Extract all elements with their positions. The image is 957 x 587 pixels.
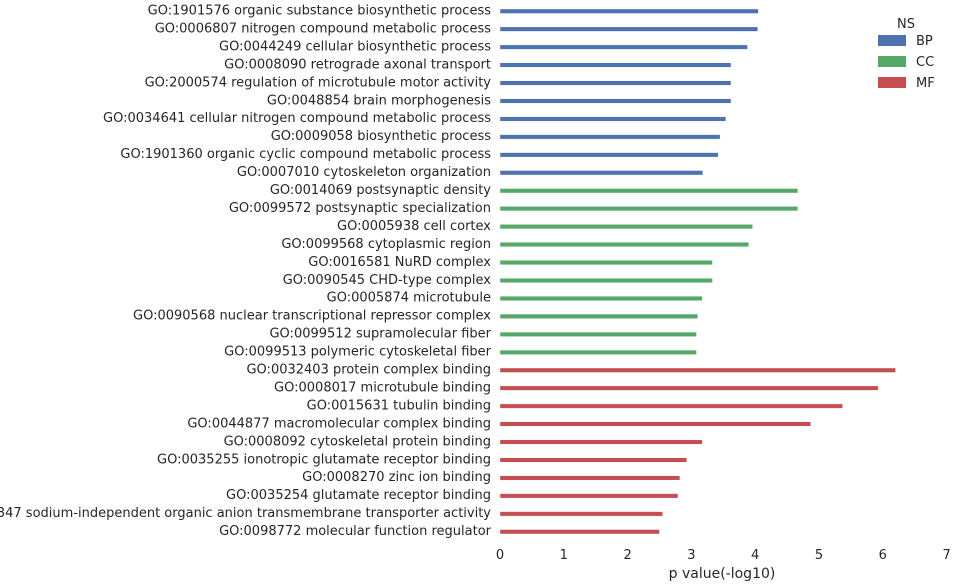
category-label: GO:0008092 cytoskeletal protein binding bbox=[224, 434, 491, 449]
legend-label-bp: BP bbox=[916, 34, 933, 49]
bar-bp bbox=[499, 98, 732, 104]
legend-swatch-mf bbox=[878, 77, 906, 88]
bar-mf bbox=[499, 475, 681, 481]
bar-cc bbox=[499, 296, 703, 301]
category-label: GO:0044877 macromolecular complex bindin… bbox=[187, 416, 491, 431]
category-label: GO:1901576 organic substance biosyntheti… bbox=[148, 4, 492, 19]
bar-bp bbox=[499, 152, 719, 158]
category-label: GO:0098772 molecular function regulator bbox=[219, 524, 492, 539]
bar-cc bbox=[499, 260, 713, 265]
legend-entries: BP CC MF bbox=[878, 34, 935, 91]
bar-cc bbox=[499, 278, 713, 283]
bar-mf bbox=[499, 457, 688, 463]
bar-bp bbox=[499, 170, 704, 176]
category-label: GO:0099512 supramolecular fiber bbox=[269, 327, 491, 342]
bar-mf bbox=[499, 511, 663, 517]
bar-mf bbox=[499, 367, 896, 373]
category-label: GO:0016581 NuRD complex bbox=[308, 255, 491, 270]
bar-bp bbox=[499, 8, 759, 14]
category-label: GO:0048854 brain morphogenesis bbox=[267, 93, 491, 108]
x-tick-label: 1 bbox=[560, 548, 568, 563]
legend-label-cc: CC bbox=[916, 55, 934, 70]
bar-bp bbox=[499, 62, 732, 68]
category-label: GO:0015631 tubulin binding bbox=[307, 398, 491, 413]
category-label: GO:0014069 postsynaptic density bbox=[270, 183, 491, 198]
category-label: GO:2000574 regulation of microtubule mot… bbox=[145, 75, 492, 90]
category-label: GO:0008017 microtubule binding bbox=[274, 380, 491, 395]
legend: NS BP CC MF bbox=[878, 17, 935, 91]
bar-bp bbox=[499, 134, 721, 140]
category-label: GO:0044249 cellular biosynthetic process bbox=[219, 39, 491, 54]
bar-bp bbox=[499, 26, 758, 32]
category-label: GO:0099568 cytoplasmic region bbox=[281, 237, 491, 252]
category-label: GO:1901360 organic cyclic compound metab… bbox=[120, 147, 491, 162]
category-label: GO:0005874 microtubule bbox=[327, 291, 491, 306]
category-label: GO:0015347 sodium-independent organic an… bbox=[0, 506, 491, 521]
legend-title: NS bbox=[897, 17, 915, 32]
bars bbox=[499, 8, 896, 535]
x-axis-label: p value(-log10) bbox=[669, 566, 776, 582]
x-tick-label: 7 bbox=[942, 548, 950, 563]
bar-mf bbox=[499, 421, 811, 427]
category-label: GO:0090545 CHD-type complex bbox=[283, 273, 492, 288]
bar-cc bbox=[499, 313, 699, 319]
bar-cc bbox=[499, 206, 799, 212]
category-label: GO:0099513 polymeric cytoskeletal fiber bbox=[224, 345, 491, 360]
x-tick-label: 5 bbox=[815, 548, 823, 563]
bar-cc bbox=[499, 349, 697, 355]
category-label: GO:0009058 biosynthetic process bbox=[271, 129, 492, 144]
x-tick-label: 2 bbox=[623, 548, 631, 563]
category-label: GO:0035254 glutamate receptor binding bbox=[226, 488, 491, 503]
bar-bp bbox=[499, 44, 748, 50]
category-label: GO:0032403 protein complex binding bbox=[246, 363, 491, 378]
category-label: GO:0006807 nitrogen compound metabolic p… bbox=[155, 22, 492, 37]
bar-bp bbox=[499, 116, 727, 122]
bar-cc bbox=[499, 224, 753, 230]
bar-mf bbox=[499, 385, 879, 391]
category-label: GO:0099572 postsynaptic specialization bbox=[229, 201, 491, 216]
legend-swatch-bp bbox=[878, 35, 906, 46]
legend-swatch-cc bbox=[878, 56, 906, 67]
bar-bp bbox=[499, 80, 732, 86]
category-label: GO:0034641 cellular nitrogen compound me… bbox=[103, 111, 491, 126]
x-axis-ticks: 0 1 2 3 4 5 6 7 bbox=[496, 548, 951, 563]
category-label: GO:0007010 cytoskeleton organization bbox=[237, 165, 491, 180]
x-tick-label: 4 bbox=[751, 548, 759, 563]
bar-mf bbox=[499, 529, 660, 535]
bar-cc bbox=[499, 242, 750, 248]
bar-mf bbox=[499, 493, 679, 499]
bar-cc bbox=[499, 188, 799, 194]
legend-label-mf: MF bbox=[916, 76, 935, 91]
x-tick-label: 6 bbox=[879, 548, 887, 563]
bar-cc bbox=[499, 331, 697, 337]
bar-mf bbox=[499, 403, 843, 409]
category-labels: GO:1901576 organic substance biosyntheti… bbox=[0, 4, 492, 540]
category-label: GO:0008090 retrograde axonal transport bbox=[224, 57, 491, 72]
x-tick-label: 3 bbox=[687, 548, 695, 563]
category-label: GO:0008270 zinc ion binding bbox=[302, 470, 491, 485]
category-label: GO:0005938 cell cortex bbox=[337, 219, 491, 234]
category-label: GO:0090568 nuclear transcriptional repre… bbox=[133, 309, 491, 324]
bar-mf bbox=[499, 439, 703, 445]
x-tick-label: 0 bbox=[496, 548, 504, 563]
category-label: GO:0035255 ionotropic glutamate receptor… bbox=[157, 452, 491, 467]
